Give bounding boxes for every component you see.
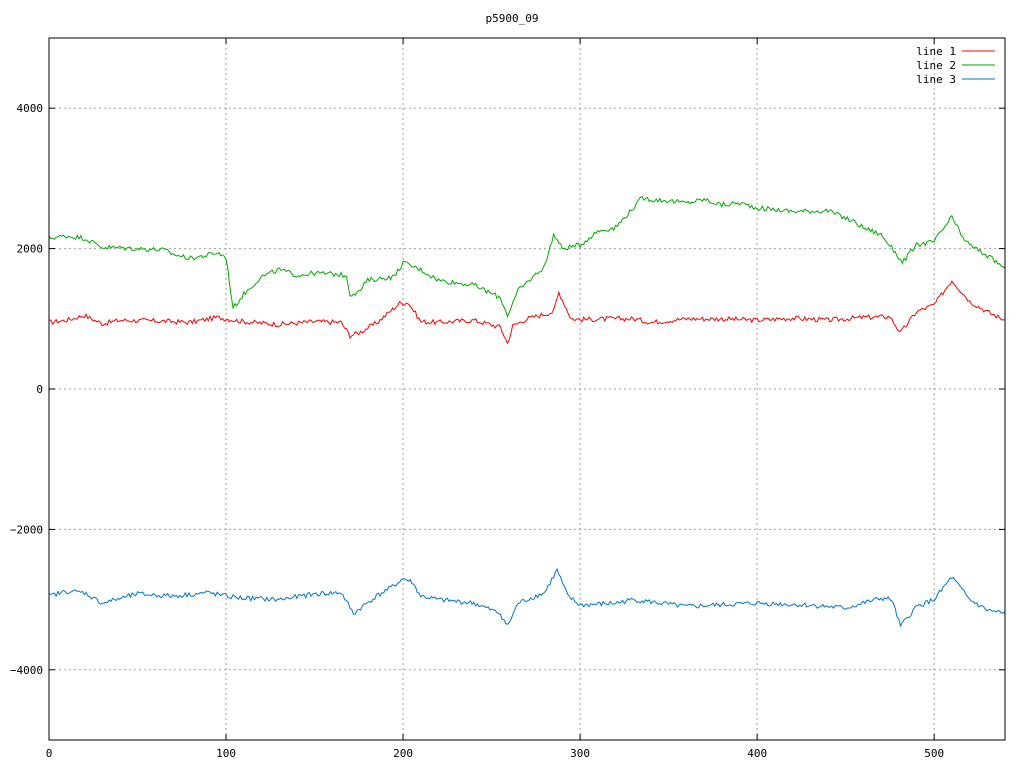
chart-title: p5900_09: [486, 12, 539, 25]
grid-lines: [49, 38, 1005, 740]
y-tick-label: 4000: [17, 102, 44, 115]
series-group: [48, 195, 1006, 628]
legend-label: line 2: [916, 59, 956, 72]
y-tick-label: −2000: [10, 523, 43, 536]
series-line-3: [48, 567, 1006, 628]
x-tick-label: 500: [924, 747, 944, 760]
legend-label: line 1: [916, 45, 956, 58]
axis-ticks: 0 100 200 300 400 500 −4000 −2000 0 2000 4000: [10, 38, 1005, 760]
y-tick-label: −4000: [10, 664, 43, 677]
plot-frame: [48, 37, 1006, 741]
x-tick-label: 100: [216, 747, 236, 760]
series-line-1: [48, 280, 1006, 345]
x-tick-label: 200: [393, 747, 413, 760]
series-line-2: [48, 195, 1006, 319]
x-tick-label: 300: [570, 747, 590, 760]
x-tick-label: 0: [46, 747, 53, 760]
x-tick-label: 400: [747, 747, 767, 760]
y-tick-label: 0: [36, 383, 43, 396]
legend-label: line 3: [916, 73, 956, 86]
y-tick-label: 2000: [17, 243, 44, 256]
